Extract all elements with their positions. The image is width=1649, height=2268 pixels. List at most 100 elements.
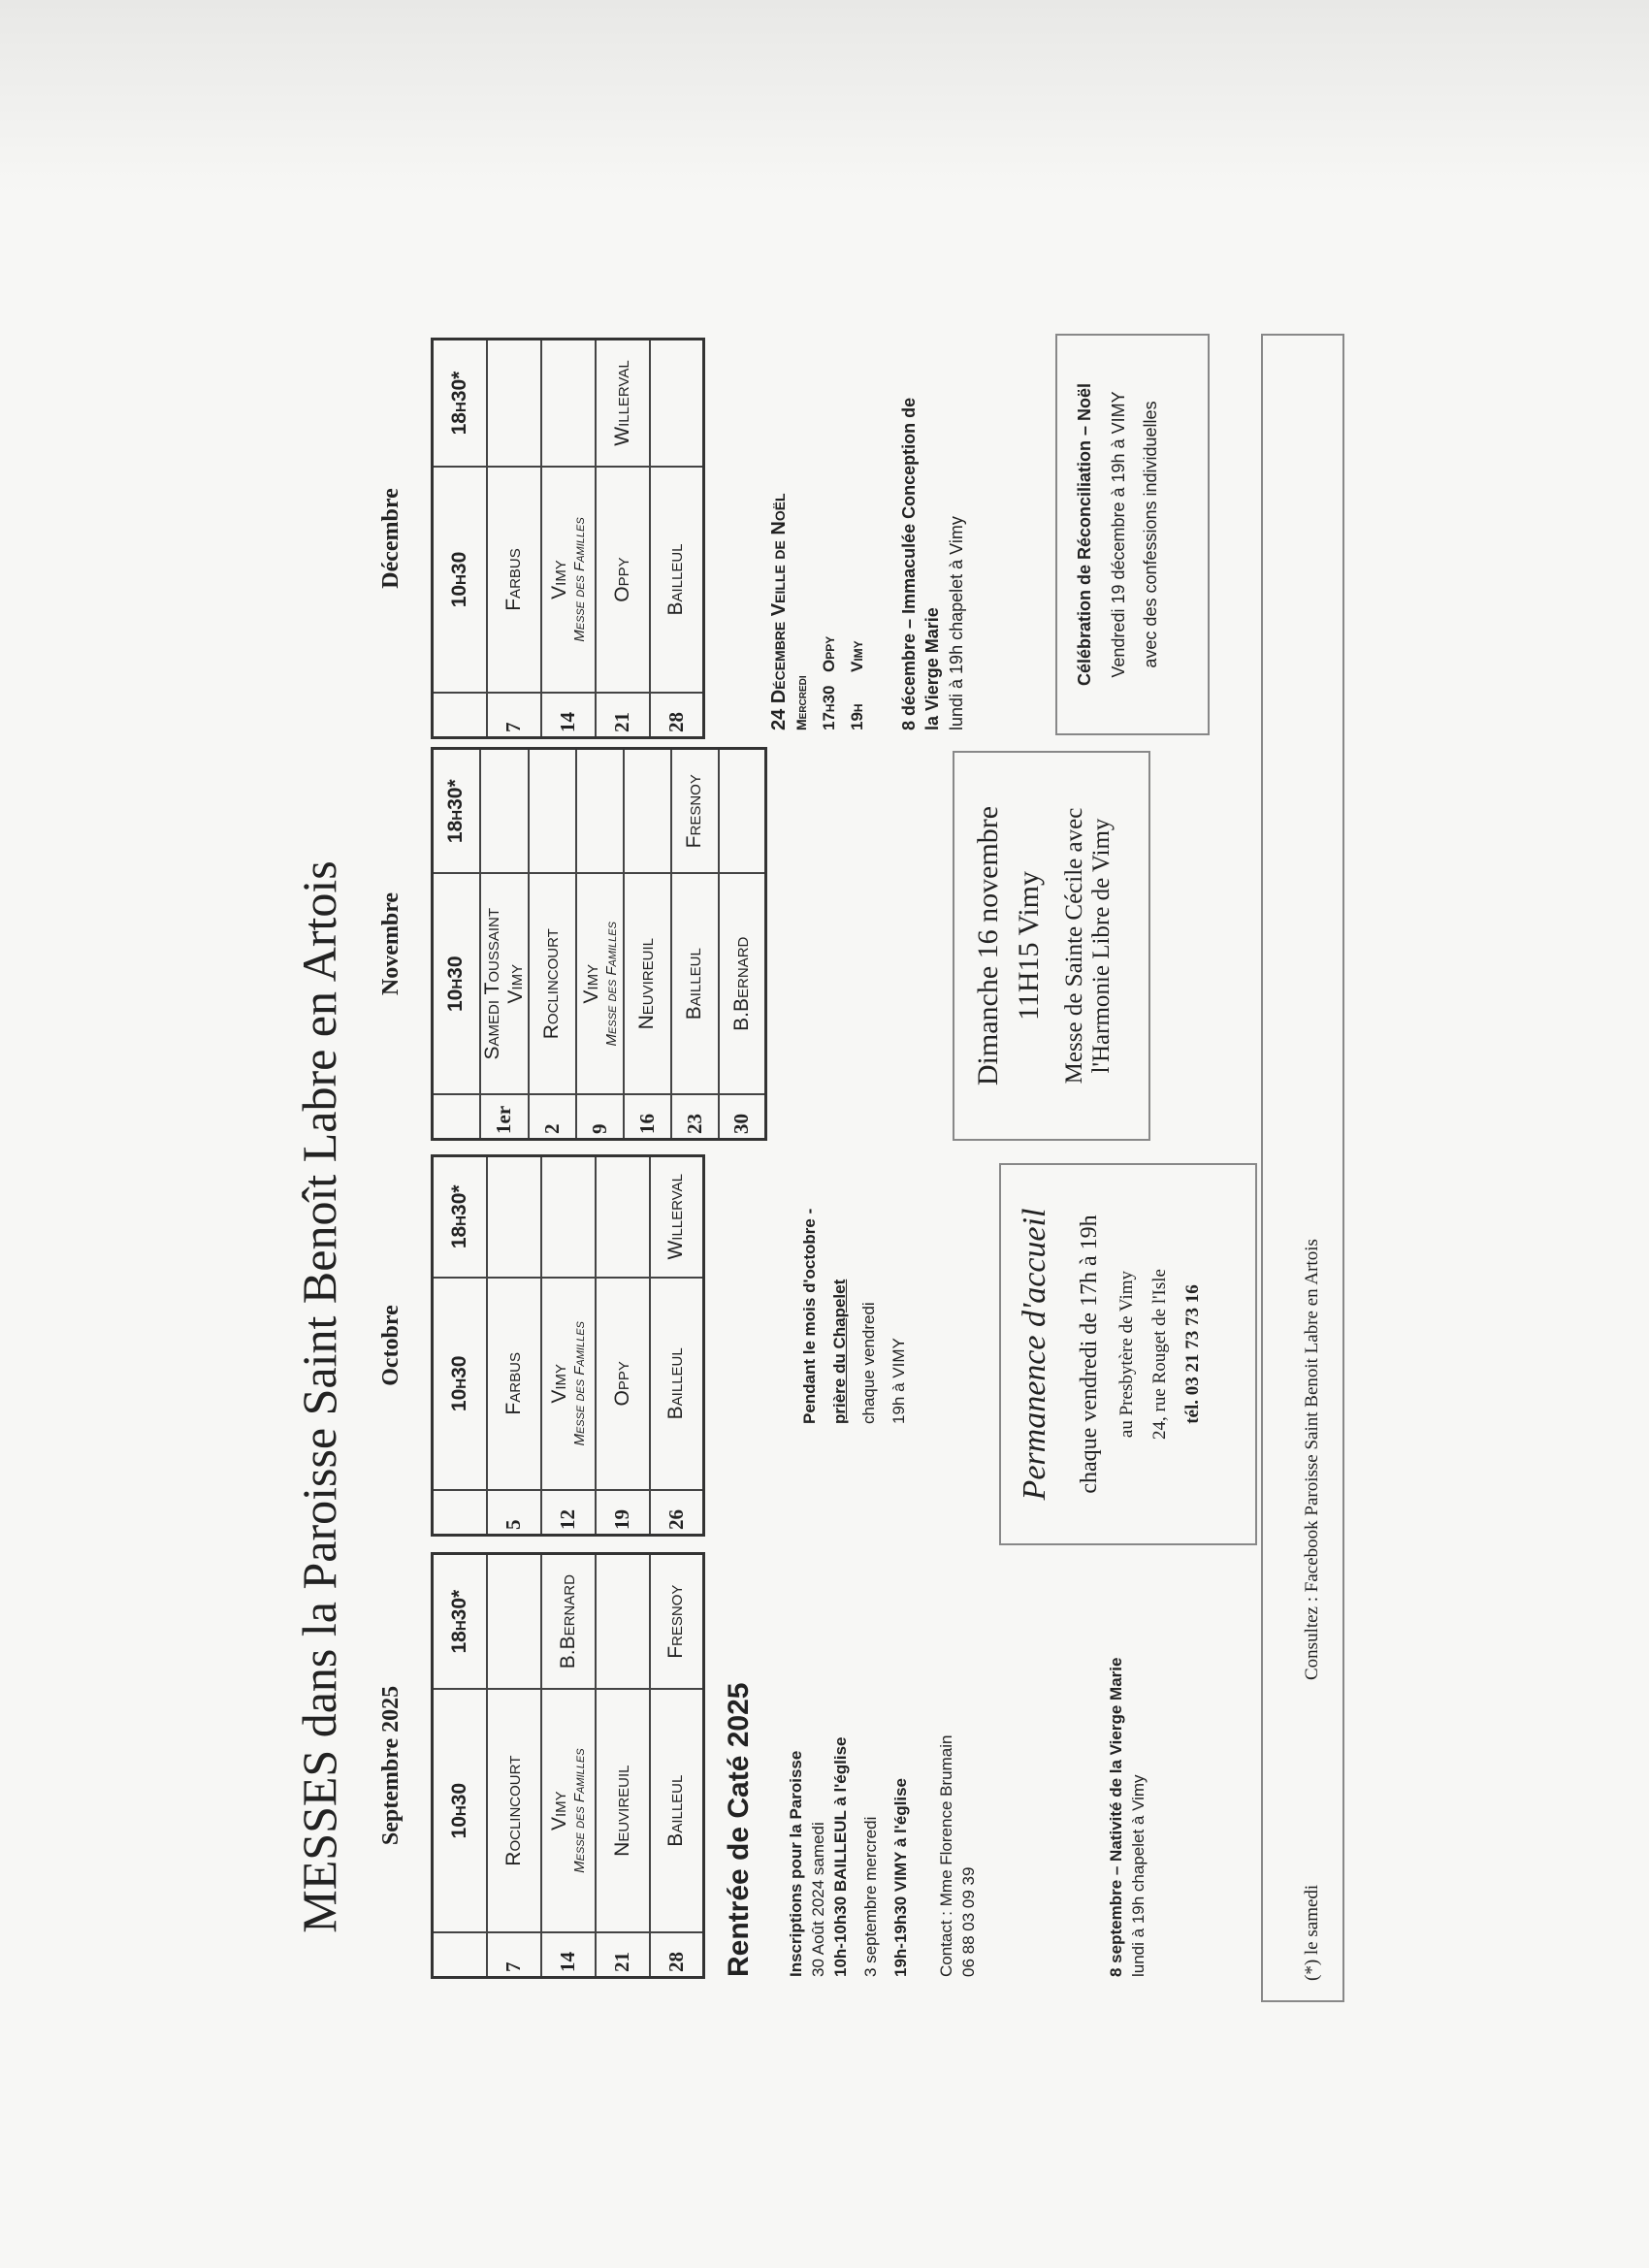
cecile-time: 11H15 Vimy (1013, 870, 1045, 1021)
mass-1030-cell: Vimy Messe des Familles (540, 1689, 596, 1932)
church-name: Vimy (548, 1791, 570, 1831)
noel-time: 19h (847, 703, 866, 730)
nativite-note: 8 septembre – Nativité de la Vierge Mari… (1106, 1531, 1150, 1977)
nativite-detail: lundi à 19h chapelet à Vimy (1128, 1774, 1148, 1977)
table-row: 28 Bailleul Fresnoy (649, 1553, 704, 1978)
page-title: MESSES dans la Paroisse Saint Benoît Lab… (292, 860, 346, 1933)
column-header: 10h30 (432, 1689, 487, 1932)
mass-1030-cell: Oppy (595, 1277, 650, 1490)
day-cell: 5 (486, 1490, 541, 1536)
church-name: Vimy (548, 560, 570, 599)
table-row: 23 Bailleul Fresnoy (670, 748, 719, 1140)
mass-1830-cell (479, 748, 529, 874)
day-cell: 28 (649, 693, 704, 738)
mass-1030-cell: Neuvireuil (595, 1689, 650, 1932)
cate-title: Rentrée de Caté 2025 (723, 1682, 755, 1978)
mass-1830-cell (486, 339, 541, 468)
church-name: Farbus (501, 548, 525, 611)
day-cell: 1er (479, 1094, 529, 1140)
permanence-phone: tél. 03 21 73 73 16 (1182, 1284, 1203, 1424)
mass-note: Messe des Familles (571, 517, 588, 642)
chapelet-subtitle: prière du Chapelet (829, 1279, 849, 1424)
mass-1030-cell: Neuvireuil (623, 873, 671, 1094)
footer-facebook: Consultez : Facebook Paroisse Saint Beno… (1302, 1239, 1322, 1680)
mass-1830-cell (623, 748, 671, 874)
column-header: 10h30 (432, 1277, 487, 1490)
table-row: 12 Vimy Messe des Familles (540, 1155, 596, 1536)
permanence-place: au Presbytère de Vimy (1116, 1270, 1137, 1439)
column-header: 18h30* (432, 1553, 487, 1690)
table-row: 7 Roclincourt (486, 1553, 541, 1978)
mass-1830-cell (649, 339, 704, 468)
mass-1830-cell (540, 339, 596, 468)
immaculee-title-2: la Vierge Marie (922, 607, 943, 730)
day-cell: 7 (486, 1932, 541, 1978)
table-row: 1er Samedi Toussaint Vimy (479, 748, 529, 1140)
immaculee-detail: lundi à 19h chapelet à Vimy (946, 516, 966, 730)
column-header: 18h30* (432, 339, 487, 468)
church-name: Farbus (501, 1352, 525, 1415)
mass-1830-cell (486, 1155, 541, 1278)
day-cell: 7 (486, 693, 541, 738)
table-header: 10h30 18h30* (432, 339, 487, 738)
noel-place: Oppy (819, 635, 838, 672)
mass-1830-cell: Fresnoy (649, 1553, 704, 1690)
column-header: 10h30 (432, 467, 487, 693)
mass-note: Vimy (503, 963, 527, 1004)
table-row: 21 Oppy Willerval (595, 339, 650, 738)
church-name: Bailleul (683, 948, 705, 1021)
mass-1030-cell: Farbus (486, 467, 541, 693)
footer-note: (*) le samedi (1302, 1884, 1322, 1981)
mass-note: Messe des Familles (571, 1321, 588, 1446)
table-row: 28 Bailleul (649, 339, 704, 738)
mass-1830-cell (575, 748, 624, 874)
mass-1030-cell: Roclincourt (486, 1689, 541, 1932)
mass-1830-cell (528, 748, 576, 874)
cate-line: 19h-19h30 VIMY à l'église (890, 1778, 910, 1977)
church-name: Bailleul (664, 1347, 688, 1420)
schedule-table-december: 10h30 18h30* 7 Farbus 14 Vimy Messe des Famill… (431, 338, 705, 739)
reconciliation-box: Célébration de Réconciliation – Noël Ven… (1055, 334, 1210, 735)
chapelet-line: chaque vendredi (859, 1302, 879, 1424)
table-row: 7 Farbus (486, 339, 541, 738)
chapelet-line: 19h à VIMY (889, 1338, 908, 1424)
noel-line: 17h30 Oppy (819, 493, 841, 730)
noel-title: 24 Décembre Veille de Noël (768, 493, 790, 730)
immaculee-title: 8 décembre – Immaculée Conception de (899, 397, 919, 730)
mass-1030-cell: Bailleul (649, 1277, 704, 1490)
mass-1830-cell (718, 748, 766, 874)
day-cell: 28 (649, 1932, 704, 1978)
month-label-november: Novembre (378, 891, 404, 996)
cate-contact: Contact : Mme Florence Brumain (936, 1734, 955, 1977)
day-cell: 19 (595, 1490, 650, 1536)
mass-1030-cell: Vimy Messe des Familles (575, 873, 624, 1094)
church-name: Neuvireuil (610, 1765, 633, 1857)
day-cell: 30 (718, 1094, 766, 1140)
column-header (432, 1094, 480, 1140)
mass-1030-cell: Bailleul (670, 873, 719, 1094)
church-name: Neuvireuil (635, 938, 658, 1030)
cate-line: 30 Août 2024 samedi (808, 1822, 827, 1977)
mass-1030-cell: B.Bernard (718, 873, 766, 1094)
table-row: 9 Vimy Messe des Familles (575, 748, 624, 1140)
mass-1030-cell: Bailleul (649, 467, 704, 693)
column-header (432, 693, 487, 738)
cate-line: Inscriptions pour la Paroisse (787, 1750, 805, 1977)
chapelet-title: Pendant le mois d'octobre - (800, 1208, 819, 1424)
schedule-table-september: 10h30 18h30* 7 Roclincourt 14 Vimy Messe des F… (431, 1552, 705, 1979)
cate-phone: 06 88 03 09 39 (958, 1866, 978, 1977)
noel-place: Vimy (847, 640, 866, 672)
nativite-title: 8 septembre – Nativité de la Vierge Mari… (1107, 1657, 1125, 1977)
mass-1830-cell: Willerval (595, 339, 650, 468)
month-label-september: Septembre 2025 (378, 1685, 404, 1846)
sainte-cecile-box: Dimanche 16 novembre 11H15 Vimy Messe de… (953, 751, 1150, 1141)
mass-note: Messe des Familles (602, 922, 620, 1047)
mass-1030-cell: Samedi Toussaint Vimy (479, 873, 529, 1094)
church-name: Bailleul (664, 543, 688, 616)
table-row: 14 Vimy Messe des Familles (540, 339, 596, 738)
church-name: Vimy (548, 1363, 570, 1404)
mass-1830-cell (595, 1553, 650, 1690)
day-cell: 14 (540, 693, 596, 738)
cate-info: Inscriptions pour la Paroisse 30 Août 20… (786, 1560, 981, 1977)
table-header: 10h30 18h30* (432, 748, 480, 1140)
